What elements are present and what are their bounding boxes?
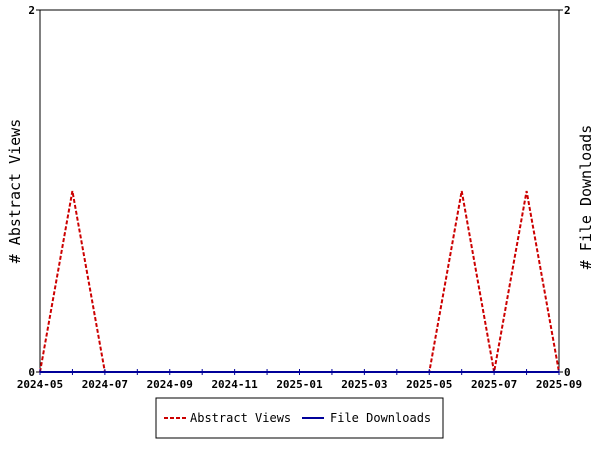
legend-label-abstract-views: Abstract Views bbox=[190, 411, 291, 425]
x-tick-label: 2025-07 bbox=[471, 378, 517, 391]
legend-label-file-downloads: File Downloads bbox=[330, 411, 431, 425]
x-tick-label: 2025-09 bbox=[536, 378, 582, 391]
y-axis-left-title: # Abstract Views bbox=[6, 119, 24, 264]
x-tick-label: 2024-07 bbox=[82, 378, 128, 391]
legend-box bbox=[155, 397, 444, 439]
x-tick-label: 2024-11 bbox=[211, 378, 258, 391]
y-tick-label-right: 0 bbox=[564, 366, 571, 379]
y-axis-right-title: # File Downloads bbox=[577, 125, 595, 270]
x-tick-label: 2024-05 bbox=[17, 378, 63, 391]
x-tick-label: 2024-09 bbox=[147, 378, 193, 391]
x-tick-label: 2025-05 bbox=[406, 378, 452, 391]
series-line-abstract-views bbox=[39, 190, 560, 373]
x-tick-label: 2025-01 bbox=[276, 378, 323, 391]
x-tick-label: 2025-03 bbox=[341, 378, 387, 391]
legend: Abstract Views File Downloads bbox=[155, 397, 444, 439]
axes: 0 0 2 2 2024-05 2024-07 2024-09 2024-11 2025-01 2… bbox=[17, 4, 582, 391]
y-tick-label-left: 2 bbox=[28, 4, 35, 17]
y-tick-label-left: 0 bbox=[28, 366, 35, 379]
y-tick-label-right: 2 bbox=[564, 4, 571, 17]
plot-area bbox=[39, 9, 560, 372]
